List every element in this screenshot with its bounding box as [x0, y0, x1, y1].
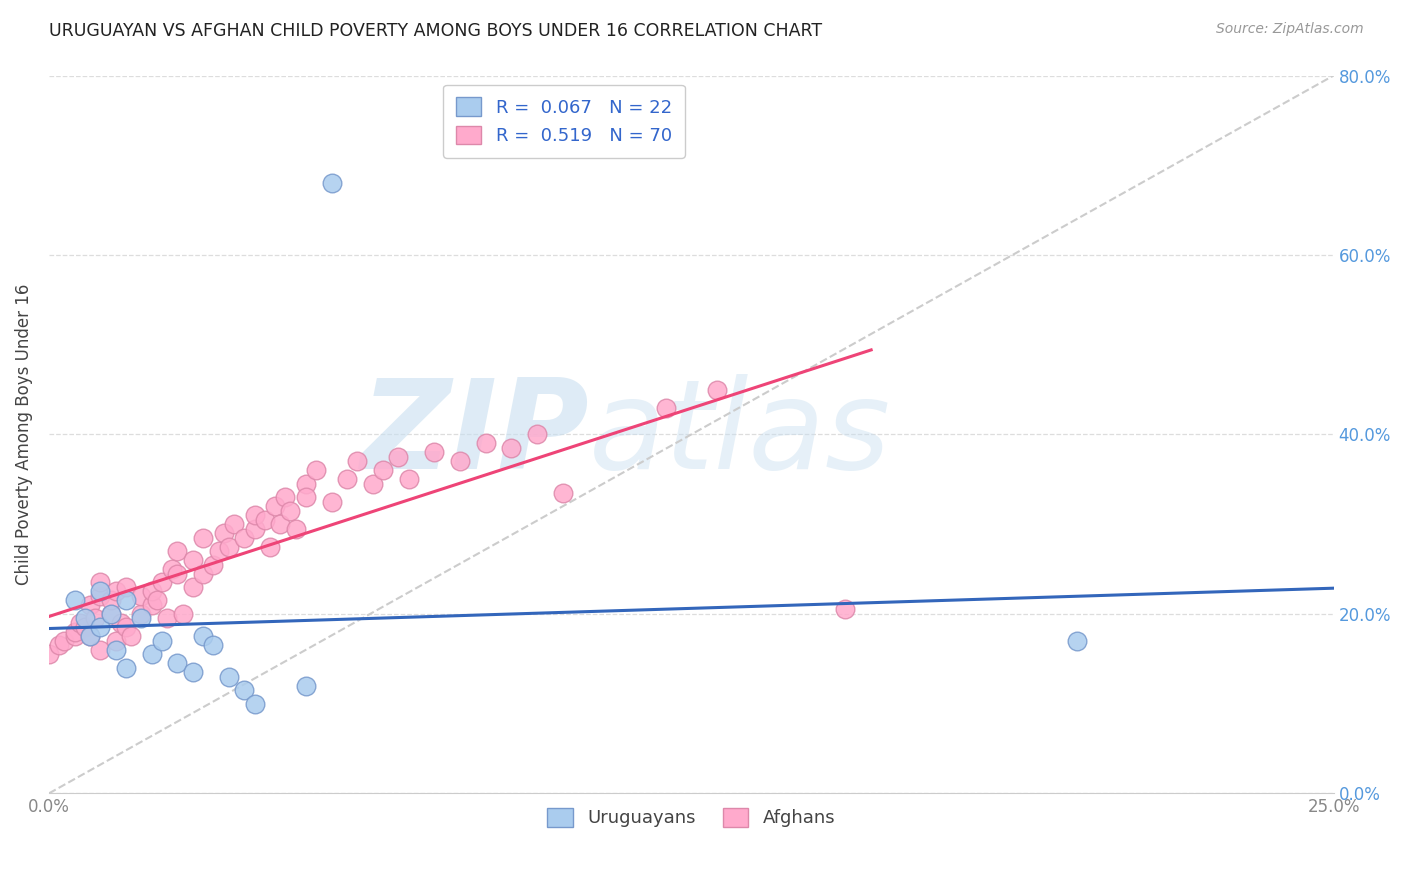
Point [63, 593, 86, 607]
Point [295, 476, 318, 491]
Point [264, 500, 287, 514]
Point [89, 575, 111, 590]
Point [243, 522, 266, 536]
Point [131, 589, 153, 603]
Point [233, 531, 256, 545]
Point [336, 472, 359, 486]
Point [1066, 633, 1088, 648]
Point [150, 575, 173, 590]
Point [115, 580, 138, 594]
Point [295, 679, 318, 693]
Point [834, 602, 856, 616]
Point [156, 611, 179, 625]
Point [274, 490, 297, 504]
Point [162, 562, 184, 576]
Point [38, 647, 60, 661]
Point [166, 566, 188, 581]
Point [172, 607, 194, 621]
Point [100, 607, 122, 621]
Point [243, 508, 266, 523]
Point [79, 598, 101, 612]
Point [110, 615, 132, 630]
Point [131, 607, 153, 621]
Point [321, 494, 343, 508]
Point [305, 463, 328, 477]
Point [104, 642, 127, 657]
Point [207, 544, 229, 558]
Point [474, 436, 496, 450]
Point [202, 558, 225, 572]
Point [115, 661, 138, 675]
Point [73, 611, 96, 625]
Point [120, 629, 142, 643]
Point [89, 642, 111, 657]
Text: Source: ZipAtlas.com: Source: ZipAtlas.com [1216, 22, 1364, 37]
Point [53, 633, 76, 648]
Point [48, 638, 70, 652]
Y-axis label: Child Poverty Among Boys Under 16: Child Poverty Among Boys Under 16 [15, 284, 32, 585]
Point [166, 544, 188, 558]
Point [191, 629, 214, 643]
Point [218, 540, 240, 554]
Point [284, 522, 307, 536]
Point [73, 620, 96, 634]
Point [423, 445, 446, 459]
Point [191, 566, 214, 581]
Point [269, 517, 291, 532]
Point [259, 540, 281, 554]
Point [222, 517, 245, 532]
Point [141, 598, 163, 612]
Text: ZIP: ZIP [360, 374, 589, 495]
Point [501, 441, 523, 455]
Point [79, 629, 101, 643]
Point [526, 427, 548, 442]
Point [321, 176, 343, 190]
Point [654, 401, 676, 415]
Point [131, 611, 153, 625]
Point [69, 615, 91, 630]
Point [150, 633, 173, 648]
Point [387, 450, 409, 464]
Point [84, 611, 107, 625]
Point [166, 657, 188, 671]
Point [706, 383, 728, 397]
Point [115, 620, 138, 634]
Point [233, 683, 256, 698]
Point [100, 607, 122, 621]
Point [191, 531, 214, 545]
Point [104, 584, 127, 599]
Point [361, 476, 384, 491]
Point [79, 629, 101, 643]
Point [181, 553, 204, 567]
Point [181, 665, 204, 680]
Point [100, 593, 122, 607]
Point [398, 472, 420, 486]
Point [104, 633, 127, 648]
Text: atlas: atlas [589, 374, 890, 495]
Point [146, 593, 169, 607]
Point [89, 620, 111, 634]
Point [212, 526, 235, 541]
Point [253, 513, 276, 527]
Point [346, 454, 368, 468]
Text: URUGUAYAN VS AFGHAN CHILD POVERTY AMONG BOYS UNDER 16 CORRELATION CHART: URUGUAYAN VS AFGHAN CHILD POVERTY AMONG … [49, 22, 823, 40]
Point [181, 580, 204, 594]
Point [89, 584, 111, 599]
Point [63, 629, 86, 643]
Point [141, 584, 163, 599]
Point [295, 490, 318, 504]
Point [141, 647, 163, 661]
Point [280, 504, 302, 518]
Point [449, 454, 471, 468]
Point [551, 485, 574, 500]
Legend: Uruguayans, Afghans: Uruguayans, Afghans [540, 801, 842, 835]
Point [89, 589, 111, 603]
Point [63, 624, 86, 639]
Point [115, 593, 138, 607]
Point [218, 670, 240, 684]
Point [371, 463, 394, 477]
Point [202, 638, 225, 652]
Point [243, 697, 266, 711]
